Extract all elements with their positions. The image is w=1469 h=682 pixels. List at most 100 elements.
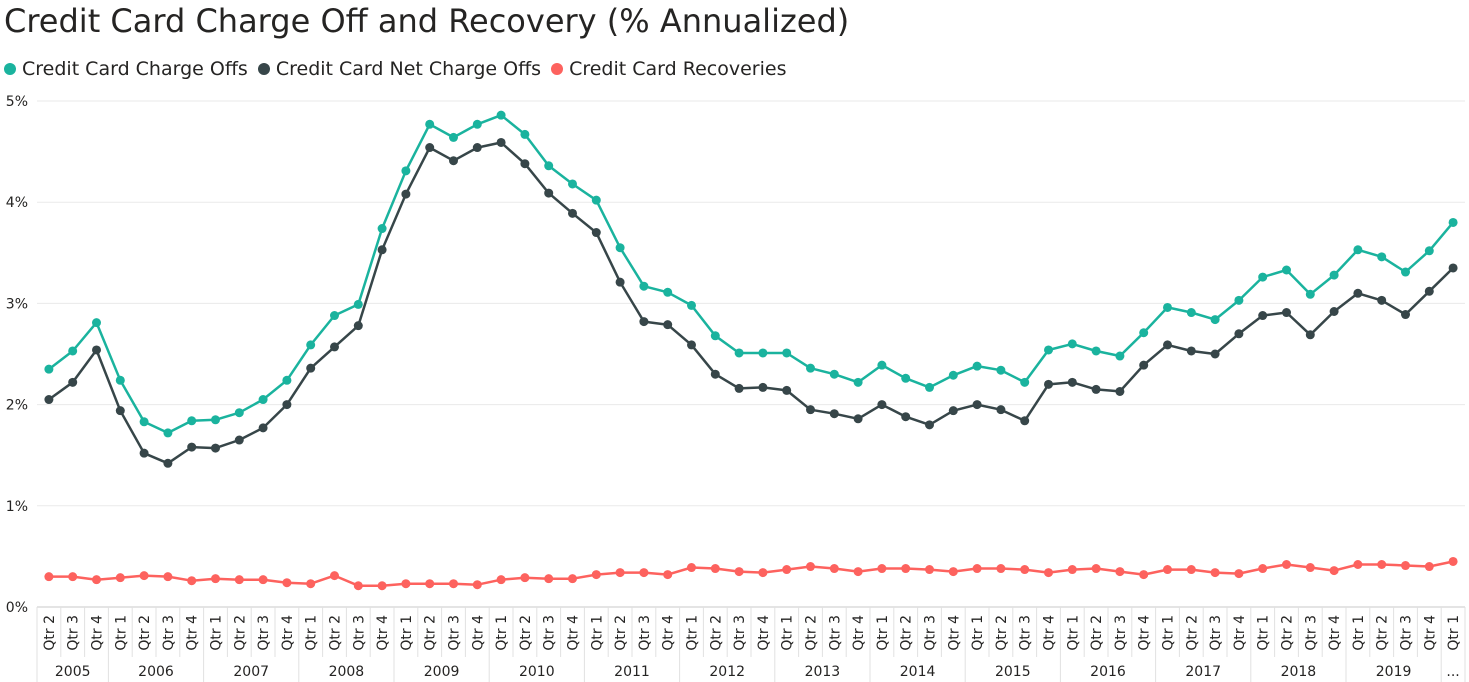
y-tick-label: 4% xyxy=(6,195,28,211)
x-tick-label: Qtr 1 xyxy=(113,615,129,651)
data-point-series-2 xyxy=(996,564,1006,574)
data-point-series-0 xyxy=(330,311,339,321)
x-tick-label: Qtr 3 xyxy=(66,615,82,651)
legend-item-recoveries[interactable]: Credit Card Recoveries xyxy=(551,58,786,80)
legend-item-charge-offs[interactable]: Credit Card Charge Offs xyxy=(4,58,248,80)
data-point-series-1 xyxy=(996,405,1006,415)
chart-title: Credit Card Charge Off and Recovery (% A… xyxy=(4,2,850,40)
data-point-series-2 xyxy=(377,581,387,591)
data-point-series-0 xyxy=(591,195,601,205)
x-tick-label: Qtr 1 xyxy=(399,615,415,651)
data-point-series-1 xyxy=(282,400,292,410)
data-point-series-1 xyxy=(972,400,982,410)
data-point-series-0 xyxy=(663,287,673,297)
data-point-series-0 xyxy=(449,132,458,142)
data-point-series-1 xyxy=(449,156,458,166)
data-point-series-1 xyxy=(877,400,887,410)
data-point-series-2 xyxy=(734,567,744,577)
data-point-series-1 xyxy=(1091,384,1101,394)
data-point-series-0 xyxy=(306,340,316,350)
data-point-series-0 xyxy=(115,375,125,385)
x-tick-label: Qtr 1 xyxy=(780,615,796,651)
data-point-series-2 xyxy=(1353,559,1363,569)
data-point-series-0 xyxy=(44,364,54,374)
x-tick-label: Qtr 4 xyxy=(90,615,106,651)
data-point-series-2 xyxy=(829,564,839,574)
data-point-series-2 xyxy=(258,575,268,585)
data-point-series-1 xyxy=(663,320,673,330)
data-point-series-1 xyxy=(1329,306,1339,316)
data-point-series-2 xyxy=(234,575,244,585)
x-tick-label: Qtr 2 xyxy=(1280,615,1296,651)
data-point-series-2 xyxy=(901,564,911,574)
data-point-series-0 xyxy=(1210,315,1220,325)
x-tick-label: Qtr 4 xyxy=(1137,615,1153,651)
data-point-series-2 xyxy=(639,568,649,578)
x-tick-label: Qtr 4 xyxy=(661,615,677,651)
data-point-series-0 xyxy=(615,243,625,253)
data-point-series-0 xyxy=(163,428,173,438)
data-point-series-2 xyxy=(520,573,530,583)
x-tick-label: Qtr 3 xyxy=(1303,615,1319,651)
data-point-series-1 xyxy=(92,345,101,355)
x-tick-label: Qtr 4 xyxy=(280,615,296,651)
data-point-series-2 xyxy=(925,565,934,575)
data-point-series-1 xyxy=(425,143,435,153)
chart-legend: Credit Card Charge Offs Credit Card Net … xyxy=(4,56,796,82)
data-point-series-1 xyxy=(687,340,696,350)
data-point-series-2 xyxy=(1163,565,1172,575)
data-point-series-0 xyxy=(282,375,292,385)
data-point-series-1 xyxy=(1115,386,1125,396)
data-point-series-0 xyxy=(1448,217,1458,227)
x-tick-label: Qtr 1 xyxy=(209,615,225,651)
x-tick-label: Qtr 2 xyxy=(1089,615,1105,651)
x-tick-label: Qtr 4 xyxy=(851,615,867,651)
x-tick-label: Qtr 4 xyxy=(1042,615,1058,651)
data-point-series-0 xyxy=(520,129,530,139)
x-tick-label: Qtr 1 xyxy=(494,615,510,651)
x-tick-label: Qtr 1 xyxy=(1065,615,1081,651)
legend-dot-charge-offs xyxy=(4,63,16,75)
data-point-series-1 xyxy=(1044,379,1053,389)
data-point-series-2 xyxy=(425,579,435,589)
data-point-series-0 xyxy=(258,395,268,405)
data-point-series-0 xyxy=(1258,272,1268,282)
legend-label-net-charge-offs: Credit Card Net Charge Offs xyxy=(275,58,542,80)
data-point-series-1 xyxy=(1139,360,1149,370)
series-line-0 xyxy=(48,113,1455,435)
data-point-series-1 xyxy=(829,409,839,419)
data-point-series-1 xyxy=(734,383,744,393)
x-tick-label: Qtr 1 xyxy=(304,615,320,651)
x-tick-label: Qtr 3 xyxy=(447,615,463,651)
x-tick-label: Qtr 1 xyxy=(1161,615,1177,651)
data-point-series-2 xyxy=(1210,568,1220,578)
data-point-series-0 xyxy=(1424,246,1434,256)
data-point-series-1 xyxy=(1401,310,1410,320)
data-point-series-2 xyxy=(1020,565,1030,575)
data-point-series-1 xyxy=(782,385,792,395)
data-point-series-0 xyxy=(925,382,934,392)
x-tick-label: Qtr 1 xyxy=(1351,615,1367,651)
data-point-series-1 xyxy=(1448,263,1458,273)
data-point-series-1 xyxy=(1424,286,1434,296)
x-tick-label: Qtr 3 xyxy=(351,615,367,651)
year-label: 2005 xyxy=(55,664,91,680)
year-label: 2011 xyxy=(614,664,650,680)
x-tick-label: Qtr 4 xyxy=(375,615,391,651)
data-point-series-0 xyxy=(829,369,839,379)
year-label: 2016 xyxy=(1090,664,1126,680)
data-point-series-0 xyxy=(1163,302,1172,312)
data-point-series-0 xyxy=(877,360,887,370)
data-point-series-1 xyxy=(1210,349,1220,359)
data-point-series-1 xyxy=(211,443,220,453)
data-point-series-1 xyxy=(353,321,363,331)
legend-item-net-charge-offs[interactable]: Credit Card Net Charge Offs xyxy=(257,58,542,80)
data-point-series-2 xyxy=(306,579,316,589)
x-tick-label: Qtr 2 xyxy=(613,615,629,651)
data-point-series-1 xyxy=(1353,288,1363,298)
data-point-series-2 xyxy=(544,574,554,584)
data-point-series-2 xyxy=(877,564,887,574)
data-point-series-1 xyxy=(234,435,244,445)
series-line-1 xyxy=(48,141,1454,465)
